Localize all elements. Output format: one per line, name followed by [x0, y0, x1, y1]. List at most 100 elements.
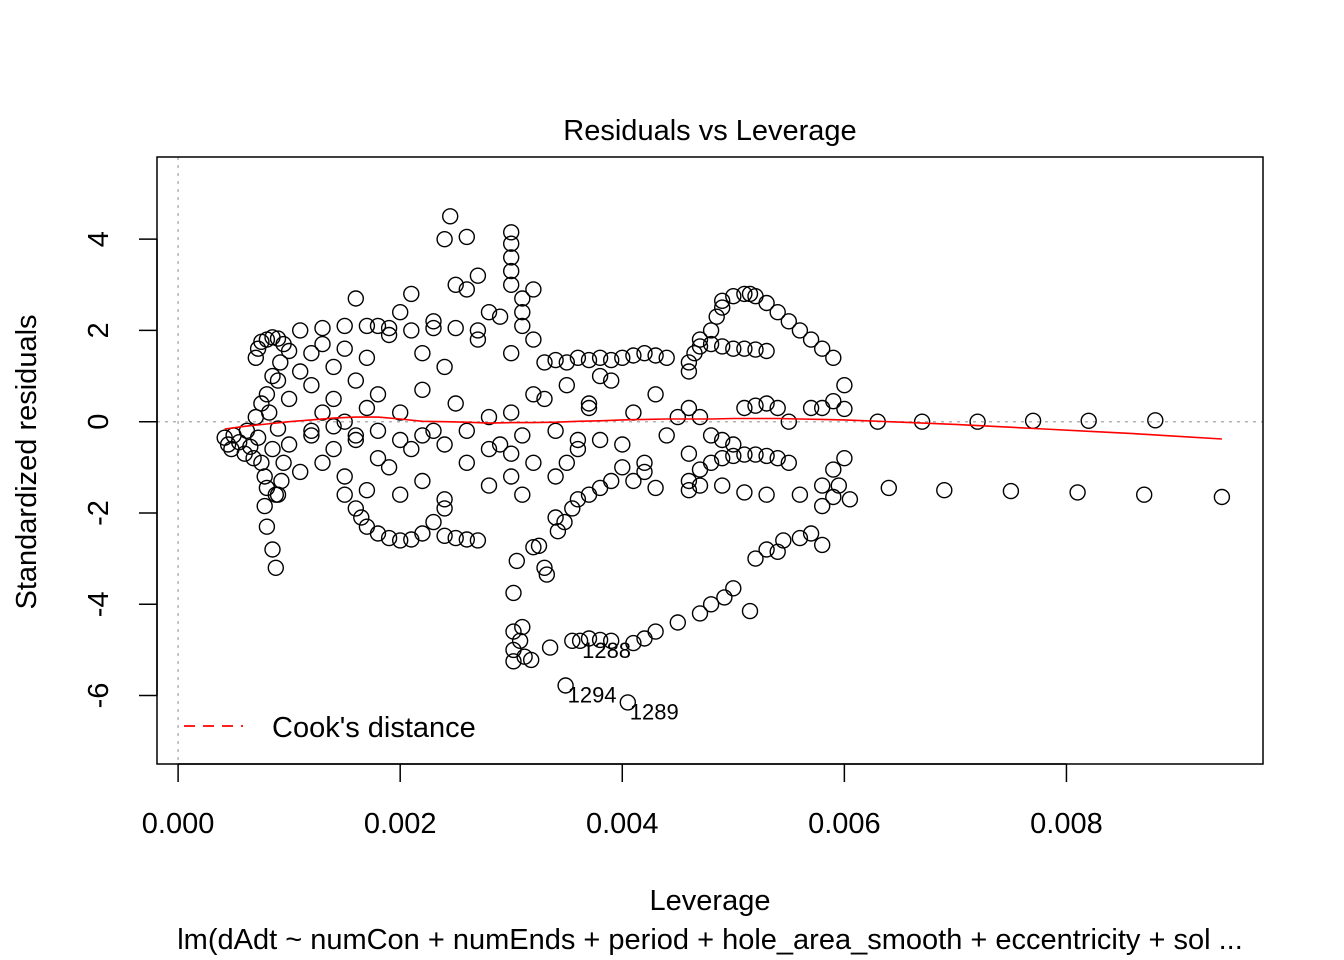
data-point — [436, 500, 453, 517]
data-point — [514, 486, 531, 503]
data-point — [436, 491, 453, 508]
data-point — [825, 488, 842, 506]
data-point — [469, 322, 487, 339]
data-point — [647, 386, 664, 403]
model-formula-subtitle: lm(dAdt ~ numCon + numEnds + period + ho… — [177, 924, 1243, 956]
data-point — [758, 541, 775, 558]
data-point — [436, 358, 453, 376]
data-point — [275, 454, 292, 471]
data-point — [505, 653, 522, 670]
data-point — [403, 285, 420, 303]
point-labels: 1288 1294 1289 — [568, 638, 679, 725]
data-point — [625, 404, 642, 421]
data-point — [691, 338, 709, 355]
data-point — [447, 319, 464, 337]
data-point — [791, 322, 809, 339]
data-point — [436, 527, 453, 544]
data-point — [936, 482, 953, 499]
data-point — [392, 404, 409, 421]
data-point — [836, 400, 853, 418]
data-point — [358, 399, 376, 417]
data-point — [747, 288, 764, 305]
data-point — [814, 340, 831, 357]
x-tick-label: 0.002 — [364, 808, 437, 840]
y-tick-label: -4 — [83, 591, 115, 617]
data-point — [245, 450, 262, 467]
data-point — [680, 354, 698, 371]
data-point — [280, 390, 298, 408]
y-tick-label: 4 — [83, 231, 115, 247]
data-point — [514, 427, 531, 444]
data-point — [380, 529, 398, 547]
data-point — [264, 440, 281, 458]
data-point — [625, 472, 642, 490]
data-point — [580, 399, 598, 417]
x-tick-label: 0.008 — [1030, 808, 1103, 840]
data-point — [691, 331, 709, 348]
data-point — [580, 351, 598, 369]
data-point — [825, 461, 842, 478]
data-point — [253, 395, 270, 412]
data-point — [825, 349, 842, 366]
data-point — [825, 393, 842, 410]
data-point — [814, 497, 831, 515]
data-point — [725, 288, 742, 305]
data-point — [292, 363, 309, 380]
data-point — [741, 602, 759, 620]
x-tick-label: 0.004 — [586, 808, 659, 840]
data-point — [458, 281, 475, 298]
data-point — [536, 390, 553, 408]
data-point — [347, 290, 364, 307]
data-point — [830, 477, 847, 494]
data-point — [569, 431, 587, 449]
data-point — [491, 308, 509, 325]
data-point — [647, 347, 664, 364]
data-point — [736, 399, 753, 417]
legend-label-cooks-distance: Cook's distance — [272, 712, 476, 744]
data-point — [347, 372, 364, 389]
data-point — [802, 525, 820, 542]
data-point — [303, 345, 320, 362]
data-point — [480, 477, 498, 494]
data-point — [547, 509, 564, 526]
data-point — [469, 532, 487, 549]
data-point — [511, 632, 529, 649]
data-point — [414, 427, 431, 444]
data-point — [258, 518, 276, 535]
data-point — [267, 559, 284, 576]
data-point — [303, 422, 320, 439]
data-point — [425, 313, 442, 330]
data-point — [392, 532, 409, 549]
y-tick-label: -2 — [83, 500, 115, 526]
data-point — [736, 340, 753, 357]
data-point — [791, 529, 809, 547]
data-point — [702, 322, 720, 339]
data-point — [1024, 412, 1042, 429]
data-point — [1002, 482, 1020, 500]
data-point — [503, 276, 520, 293]
data-point — [505, 584, 522, 602]
data-point — [538, 566, 555, 583]
data-point — [569, 491, 587, 508]
y-tick-label: 0 — [83, 414, 115, 430]
data-point — [442, 208, 459, 225]
data-point — [549, 523, 567, 540]
data-point — [747, 397, 764, 414]
data-point — [714, 292, 731, 309]
data-point — [530, 537, 548, 554]
data-point — [280, 342, 298, 360]
data-point — [249, 429, 267, 446]
data-point — [619, 694, 636, 711]
data-point — [558, 454, 575, 471]
data-point — [392, 431, 409, 449]
data-point — [571, 632, 589, 649]
data-point — [769, 543, 786, 560]
data-point — [480, 440, 498, 458]
data-point — [802, 331, 820, 348]
data-point — [303, 427, 320, 444]
data-point — [280, 436, 298, 453]
data-point — [557, 677, 574, 694]
data-point — [230, 434, 248, 451]
data-point — [758, 395, 775, 412]
data-point — [219, 436, 237, 453]
